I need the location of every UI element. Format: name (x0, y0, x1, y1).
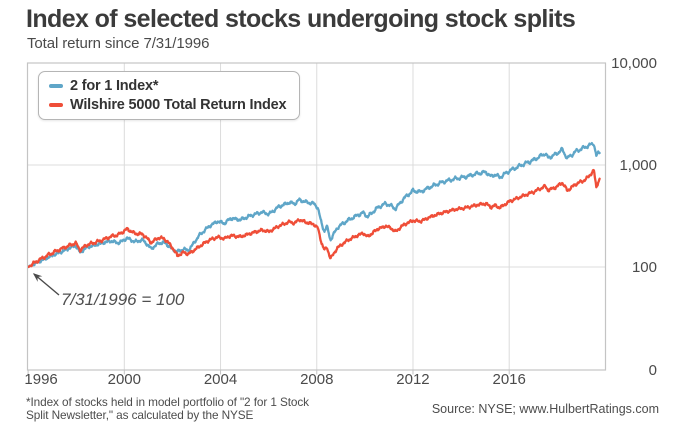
legend-swatch-red (49, 102, 63, 107)
x-tick-label: 2008 (300, 371, 333, 388)
series-line-wilshire (28, 168, 601, 269)
legend-swatch-blue (49, 83, 63, 88)
series-line-2for1 (28, 141, 601, 269)
x-tick-label: 1996 (24, 371, 57, 388)
series-lines (28, 141, 601, 269)
x-tick-label: 2016 (493, 371, 526, 388)
chart-title: Index of selected stocks undergoing stoc… (26, 5, 576, 33)
annotation-arrow (32, 273, 60, 296)
legend-item-2for1: 2 for 1 Index* (49, 76, 286, 95)
y-tick-label: 10,000 (611, 55, 657, 72)
y-tick-label: 100 (632, 259, 657, 276)
x-tick-label: 2012 (396, 371, 429, 388)
footnote: *Index of stocks held in model portfolio… (26, 396, 309, 421)
y-tick-label: 1,000 (619, 157, 657, 174)
y-tick-label: 0 (649, 362, 657, 379)
x-tick-label: 2000 (108, 371, 141, 388)
baseline-annotation: 7/31/1996 = 100 (61, 290, 185, 309)
footnote-line2: Split Newsletter," as calculated by the … (26, 407, 254, 422)
footnote-line1: *Index of stocks held in model portfolio… (26, 395, 309, 409)
legend-label-2for1: 2 for 1 Index* (70, 77, 159, 94)
legend-label-wilshire: Wilshire 5000 Total Return Index (70, 96, 287, 113)
source-credit: Source: NYSE; www.HulbertRatings.com (431, 402, 659, 416)
chart-subtitle: Total return since 7/31/1996 (27, 35, 210, 52)
plot-frame (26, 62, 607, 371)
x-tick-label: 2004 (204, 371, 237, 388)
axis-tick-labels: 1996 2000 2004 2008 2012 2016 10,000 1,000 100 0 (24, 55, 657, 388)
legend-item-wilshire: Wilshire 5000 Total Return Index (49, 95, 287, 114)
legend: 2 for 1 Index* Wilshire 5000 Total Retur… (38, 71, 301, 120)
